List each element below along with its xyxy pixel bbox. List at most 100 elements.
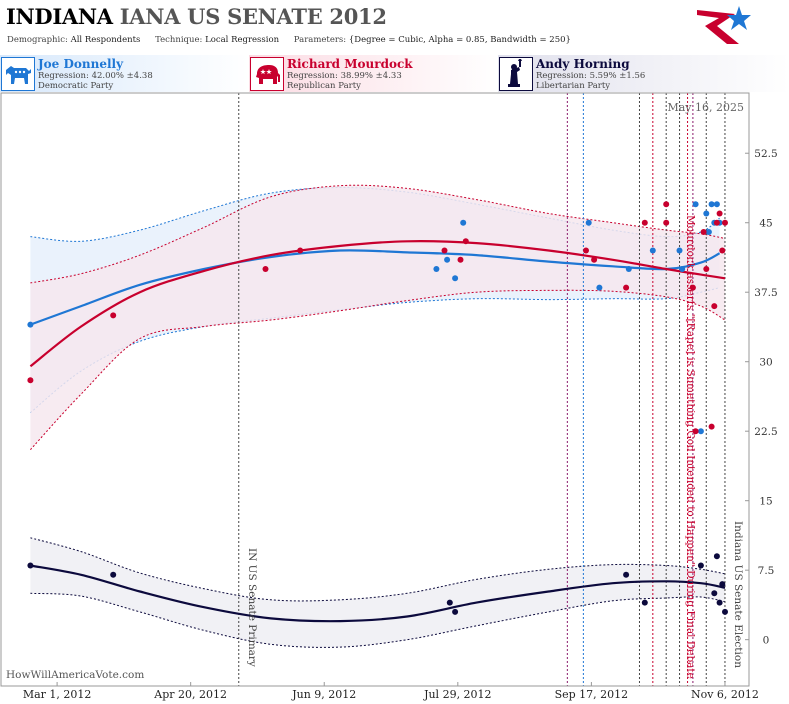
poll-point <box>585 219 592 226</box>
poll-point <box>689 284 696 291</box>
poll-point <box>623 284 630 291</box>
candidate-party: Republican Party <box>287 81 361 91</box>
y-tick-label: 22.5 <box>754 426 777 438</box>
poll-point <box>623 571 630 578</box>
y-tick-label: 37.5 <box>754 287 777 299</box>
x-tick-label: Mar 1, 2012 <box>23 688 92 701</box>
poll-point <box>719 247 726 254</box>
poll-point <box>641 219 648 226</box>
poll-point <box>444 256 451 263</box>
event-label: Indiana US Senate Election <box>732 521 744 668</box>
liberty-statue-icon <box>499 57 533 91</box>
upper-bound-line <box>30 186 720 242</box>
y-tick-label: 0 <box>763 635 770 647</box>
candidate-name: Richard Mourdock <box>287 57 413 71</box>
x-tick-label: Apr 20, 2012 <box>153 688 227 701</box>
candidate-party: Libertarian Party <box>536 81 611 91</box>
candidate-name: Andy Horning <box>536 57 630 71</box>
x-tick-label: Jul 29, 2012 <box>423 688 492 701</box>
poll-point <box>692 201 699 208</box>
poll-point <box>596 284 603 291</box>
poll-point <box>711 303 718 310</box>
poll-point <box>711 219 718 226</box>
poll-point <box>460 219 467 226</box>
poll-point <box>705 229 712 235</box>
poll-point <box>722 608 728 615</box>
y-tick-label: 30 <box>759 357 772 369</box>
site-logo-icon <box>697 6 751 44</box>
poll-point <box>433 266 440 272</box>
poll-point <box>441 247 448 254</box>
lower-bound-line <box>30 592 726 648</box>
poll-point <box>700 229 707 235</box>
poll-point <box>716 599 723 606</box>
poll-point <box>708 201 715 208</box>
candidate-regression: Regression: 42.00% ±4.38 <box>38 71 153 81</box>
poll-point <box>708 423 715 430</box>
poll-point <box>676 247 683 254</box>
elephant-icon <box>250 57 284 91</box>
event-label: Mourdock asserts "[Rape] is Something Go… <box>685 215 697 679</box>
poll-point <box>462 238 469 245</box>
poll-point <box>716 219 723 226</box>
poll-point <box>703 210 710 217</box>
plot-frame <box>0 92 750 687</box>
confidence-band <box>30 187 720 413</box>
candidate-regression: Regression: 5.59% ±1.56 <box>536 71 646 81</box>
poll-point <box>625 266 632 272</box>
poll-point <box>583 247 589 254</box>
poll-point <box>446 599 453 606</box>
poll-point <box>697 428 704 435</box>
poll-point <box>452 608 459 615</box>
poll-point <box>711 590 718 597</box>
poll-point <box>591 256 598 263</box>
candidate-party: Democratic Party <box>38 81 114 91</box>
poll-point <box>692 428 699 435</box>
poll-point <box>27 562 34 569</box>
lower-bound-line <box>30 287 720 414</box>
date-stamp: May 16, 2025 <box>667 101 744 114</box>
poll-point <box>110 571 117 578</box>
poll-point <box>697 562 704 569</box>
watermark: HowWillAmericaVote.com <box>6 669 144 681</box>
x-tick-label: Nov 6, 2012 <box>691 688 759 701</box>
regression-line <box>29 240 726 368</box>
regression-line <box>30 249 721 326</box>
regression-line <box>30 564 726 623</box>
donkey-icon <box>1 57 35 91</box>
poll-point <box>713 219 720 226</box>
poll-point <box>713 201 720 208</box>
poll-point <box>641 599 648 606</box>
poll-point <box>27 377 34 384</box>
candidate-card-horning: Andy Horning Regression: 5.59% ±1.56 Lib… <box>498 55 789 92</box>
candidate-regression: Regression: 38.99% ±4.33 <box>287 71 402 81</box>
event-label: IN US Senate Primary <box>246 548 258 667</box>
poll-point <box>649 247 656 254</box>
y-tick-label: 52.5 <box>754 148 777 160</box>
poll-point <box>679 266 686 272</box>
poll-point <box>457 256 464 263</box>
poll-point <box>663 219 670 226</box>
y-tick-label: 15 <box>759 496 772 508</box>
poll-point <box>703 266 710 272</box>
poll-point <box>719 581 726 588</box>
candidate-card-donnelly: Joe Donnelly Regression: 42.00% ±4.38 De… <box>0 55 248 92</box>
poll-point <box>27 321 34 328</box>
poll-point <box>716 210 723 217</box>
chart-parameters: Demographic: All Respondents Technique: … <box>7 35 571 45</box>
chart-header: INDIANA IANA US SENATE 2012 Demographic:… <box>0 0 789 55</box>
confidence-band <box>30 537 725 648</box>
upper-bound-line <box>30 537 726 602</box>
upper-bound-line <box>30 184 726 284</box>
y-tick-label: 7.5 <box>758 565 775 577</box>
poll-point <box>713 553 720 560</box>
poll-point <box>722 219 728 226</box>
lower-bound-line <box>30 289 726 451</box>
poll-point <box>452 275 459 282</box>
chart-title: INDIANA IANA US SENATE 2012 <box>6 4 387 29</box>
x-tick-label: Sep 17, 2012 <box>555 688 629 701</box>
candidate-name: Joe Donnelly <box>38 57 124 71</box>
candidate-card-mourdock: Richard Mourdock Regression: 38.99% ±4.3… <box>249 55 497 92</box>
x-tick-label: Jun 9, 2012 <box>291 688 356 701</box>
